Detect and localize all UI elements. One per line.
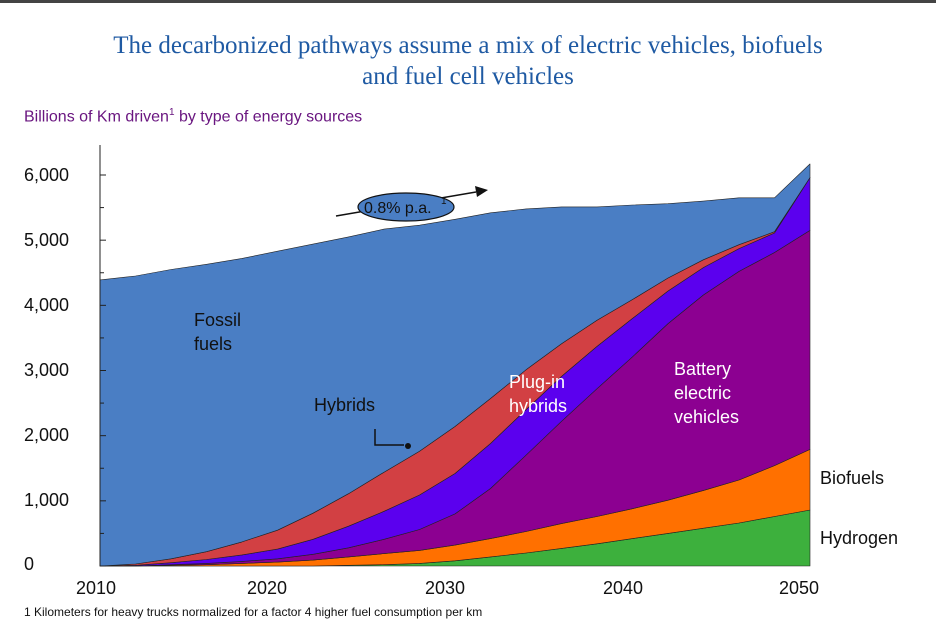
y-tick-label: 4,000	[24, 295, 70, 315]
y-tick-label: 2,000	[24, 425, 70, 445]
footnote: 1 Kilometers for heavy trucks normalized…	[24, 605, 483, 619]
battery-electric-vehicles-label-line-1: Battery	[674, 359, 732, 379]
growth-annotation-text: 0.8% p.a.	[364, 200, 432, 217]
plug-in-hybrids-label-line-2: hybrids	[509, 396, 568, 416]
plug-in-hybrids-label-line-1: Plug-in	[509, 372, 566, 392]
fossil-fuels-label-line-2: fuels	[194, 334, 233, 354]
y-tick-label: 5,000	[24, 230, 70, 250]
y-axis-label-text: Billions of Km driven	[24, 108, 169, 126]
x-tick-label: 2020	[247, 578, 288, 598]
area-fossil-fuels	[99, 163, 811, 567]
y-axis-label-footnote-mark: 1	[168, 107, 175, 118]
fossil-fuels-label-line-1: Fossil	[194, 310, 242, 330]
hybrids-pointer-line	[374, 429, 404, 446]
y-tick-label: 3,000	[24, 360, 70, 380]
chart-title-line-2: and fuel cell vehicles	[362, 63, 574, 90]
hybrids-pointer-dot	[405, 443, 411, 449]
fossil-fuels-label: Fossil fuels	[194, 308, 241, 356]
x-tick-label: 2010	[76, 578, 117, 598]
growth-arrow-head	[475, 186, 488, 197]
plug-in-hybrids-label: Plug-in hybrids	[509, 370, 567, 418]
chart-title-line-1: The decarbonized pathways assume a mix o…	[113, 32, 823, 59]
battery-electric-vehicles-label: Battery electric vehicles	[674, 357, 739, 429]
y-tick-label: 1,000	[24, 490, 70, 510]
y-tick-label: 0	[24, 554, 35, 574]
battery-electric-vehicles-label-line-2: electric	[674, 383, 732, 403]
y-axis-label-suffix: by type of energy sources	[174, 108, 363, 126]
growth-annotation-bubble	[357, 192, 455, 222]
growth-annotation-footnote-mark: 1	[441, 196, 447, 207]
top-border	[0, 0, 936, 3]
hydrogen-label: Hydrogen	[820, 528, 899, 548]
hybrids-label: Hybrids	[314, 395, 376, 415]
biofuels-label: Biofuels	[820, 468, 885, 488]
x-tick-label: 2050	[779, 578, 820, 598]
x-tick-label: 2030	[425, 578, 466, 598]
chart-title: The decarbonized pathways assume a mix o…	[0, 30, 936, 92]
y-axis-label: Billions of Km driven1 by type of energy…	[24, 107, 362, 126]
x-tick-label: 2040	[603, 578, 644, 598]
battery-electric-vehicles-label-line-3: vehicles	[674, 407, 740, 427]
y-tick-label: 6,000	[24, 165, 70, 185]
